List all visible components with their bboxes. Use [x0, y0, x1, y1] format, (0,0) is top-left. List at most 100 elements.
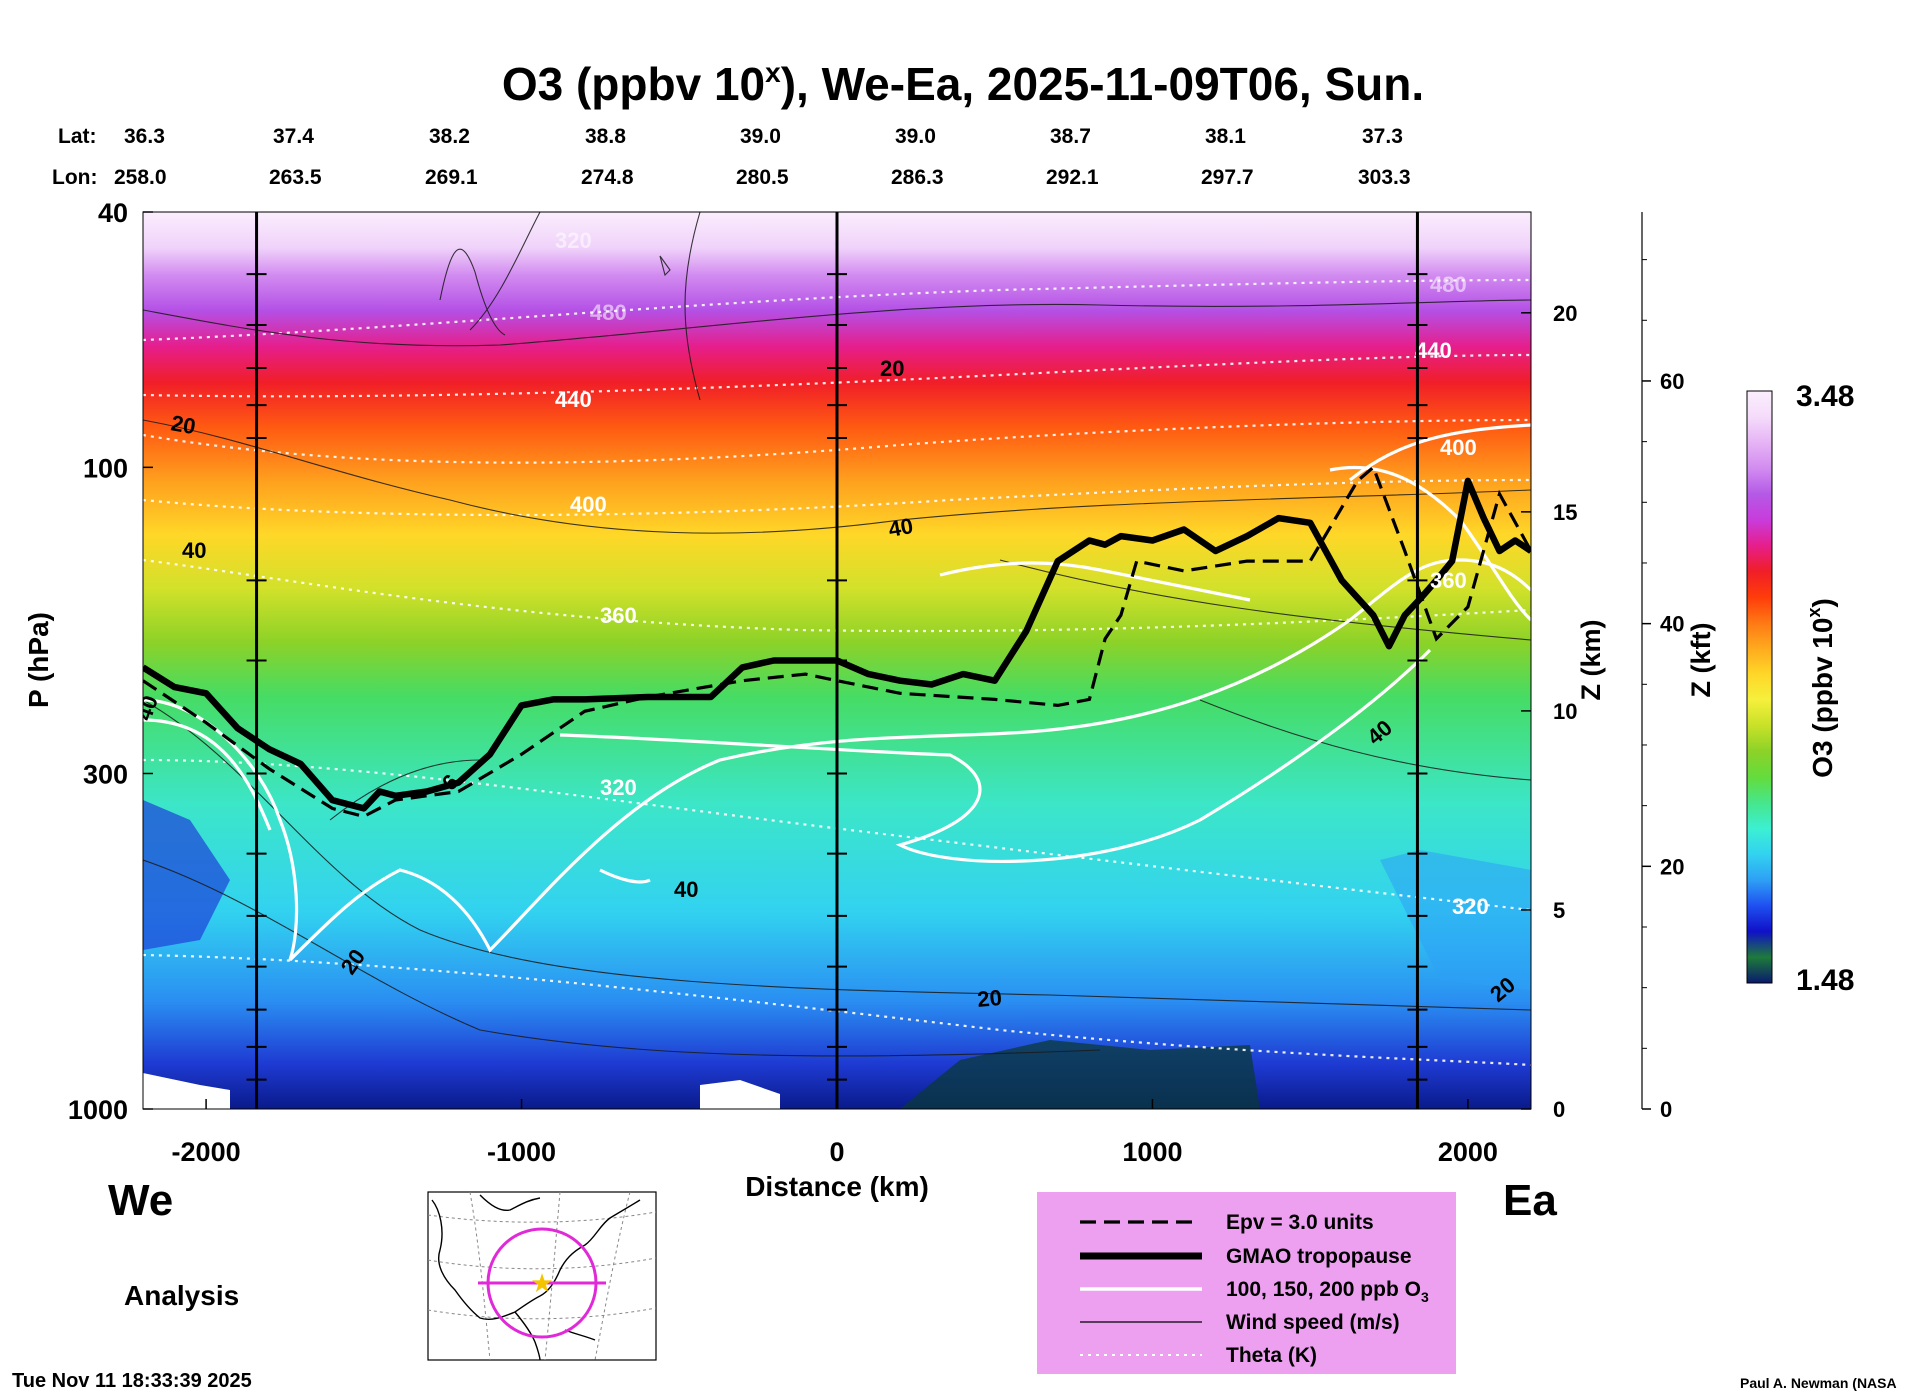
y-tick-label: 1000 [68, 1095, 128, 1125]
theta-label: 320 [555, 228, 592, 253]
map-gridline [427, 1307, 657, 1320]
lat-value: 38.8 [585, 125, 626, 148]
wind-label: 40 [182, 538, 206, 563]
legend-o3-label: 100, 150, 200 ppb O3 [1226, 1278, 1429, 1305]
theta-label: 480 [590, 300, 627, 325]
map-frame [427, 1191, 657, 1361]
wind-label: 20 [880, 356, 904, 381]
east-label: Ea [1503, 1176, 1557, 1225]
map-coastline [431, 1194, 641, 1361]
map-gridline [544, 1191, 561, 1361]
x-tick-label: -2000 [172, 1137, 241, 1167]
wind-label: 40 [887, 513, 915, 542]
lat-value: 37.4 [273, 125, 314, 148]
wind-label: 40 [674, 877, 698, 902]
surface-gap [700, 1080, 780, 1109]
surface-gap [143, 1073, 230, 1109]
legend: Epv = 3.0 units GMAO tropopause 100, 150… [1037, 1192, 1456, 1374]
lon-value: 263.5 [269, 166, 322, 189]
lat-value: 38.1 [1205, 125, 1246, 148]
z-km-axis: 0 5 10 15 20 [1521, 212, 1577, 1122]
theta-label: 480 [1430, 272, 1467, 297]
y-tick-label: 40 [98, 198, 128, 228]
wind-line [1199, 699, 1531, 781]
lat-value: 39.0 [740, 125, 781, 148]
lon-value: 297.7 [1201, 166, 1254, 189]
lon-value: 280.5 [736, 166, 789, 189]
wind-line [469, 212, 541, 331]
lat-value: 36.3 [124, 125, 165, 148]
y-tick-label: 100 [83, 453, 128, 483]
map-gridline [427, 1257, 657, 1270]
legend-wind-label: Wind speed (m/s) [1226, 1311, 1400, 1334]
x-axis: -2000 -1000 0 1000 2000 [172, 1099, 1498, 1167]
o3-contour [1349, 423, 1531, 482]
z-kft-tick-label: 0 [1660, 1097, 1672, 1122]
map-gridline [469, 1191, 491, 1361]
theta-label: 440 [555, 387, 592, 412]
o3-contour [939, 561, 1251, 602]
theta-label: 440 [1415, 338, 1452, 363]
lon-value: 274.8 [581, 166, 634, 189]
y-axis: 40 100 300 1000 [68, 198, 153, 1125]
chart-title: O3 (ppbv 10x), We-Ea, 2025-11-09T06, Sun… [502, 57, 1424, 110]
wind-line [684, 212, 701, 401]
z-kft-tick-label: 40 [1660, 612, 1684, 637]
west-label: We [108, 1176, 173, 1225]
lat-value: 37.3 [1362, 125, 1403, 148]
theta-line [143, 278, 1531, 342]
colorbar-min: 1.48 [1796, 964, 1854, 997]
wind-contours [143, 212, 1531, 1057]
locator-map: ★ [427, 1191, 657, 1361]
o3-contour [559, 648, 1432, 863]
x-tick-label: 1000 [1122, 1137, 1182, 1167]
lon-value: 292.1 [1046, 166, 1099, 189]
z-km-tick-label: 15 [1553, 500, 1577, 525]
colorbar [1746, 390, 1773, 984]
lon-row-label: Lon: [52, 166, 97, 189]
lon-value: 258.0 [114, 166, 167, 189]
epv-dashed-line [143, 464, 1531, 819]
x-tick-label: -1000 [487, 1137, 556, 1167]
x-tick-label: 0 [829, 1137, 844, 1167]
theta-label: 320 [1452, 894, 1489, 919]
theta-label: 400 [1440, 435, 1477, 460]
z-kft-tick-label: 20 [1660, 854, 1684, 879]
timestamp: Tue Nov 11 18:33:39 2025 [12, 1370, 252, 1392]
lower-ozone-pocket [900, 1040, 1260, 1109]
o3-contours [143, 423, 1531, 962]
analysis-label: Analysis [124, 1280, 239, 1311]
o3-contour [143, 558, 1531, 962]
o3-contour [143, 718, 272, 831]
z-km-tick-label: 5 [1553, 898, 1565, 923]
lat-lon-header: 36.3 37.4 38.2 38.8 39.0 39.0 38.7 38.1 37.3 258.… [114, 125, 1411, 189]
lon-value: 286.3 [891, 166, 944, 189]
map-gridline [427, 1211, 657, 1223]
x-axis-label: Distance (km) [745, 1171, 929, 1202]
legend-theta-label: Theta (K) [1226, 1344, 1317, 1367]
legend-tropopause-label: GMAO tropopause [1226, 1245, 1412, 1268]
theta-label: 360 [1430, 568, 1467, 593]
lat-row-label: Lat: [58, 125, 97, 148]
z-kft-label: Z (kft) [1686, 623, 1716, 698]
z-kft-tick-label: 60 [1660, 369, 1684, 394]
colorbar-title: O3 (ppbv 10x) [1804, 598, 1838, 778]
gmao-tropopause-line [143, 477, 1531, 812]
theta-labels: 440 400 360 320 440 400 360 320 480 480 … [555, 228, 1489, 919]
theta-label: 400 [570, 492, 607, 517]
z-kft-axis: 0 20 40 60 [1641, 212, 1684, 1122]
lat-value: 38.2 [429, 125, 470, 148]
wind-line [143, 299, 1531, 347]
wind-line [143, 419, 1531, 534]
wind-label: 20 [169, 410, 197, 439]
z-km-label: Z (km) [1576, 620, 1606, 701]
wind-line [439, 248, 506, 336]
colorbar-max: 3.48 [1796, 380, 1854, 413]
wind-line [659, 255, 671, 277]
legend-epv-label: Epv = 3.0 units [1226, 1211, 1374, 1234]
x-tick-label: 2000 [1438, 1137, 1498, 1167]
lon-value: 303.3 [1358, 166, 1411, 189]
map-gridline [594, 1191, 631, 1361]
z-km-tick-label: 0 [1553, 1097, 1565, 1122]
